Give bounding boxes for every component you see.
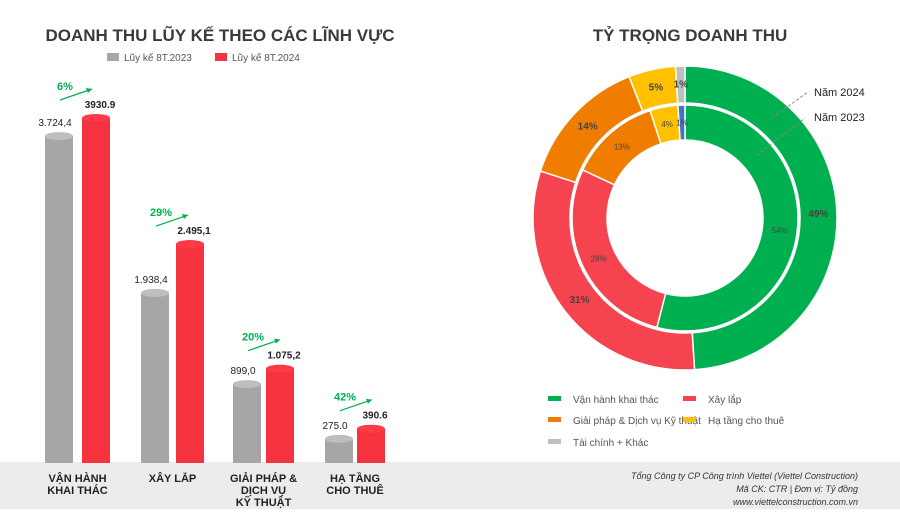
category-label: KHAI THÁC — [47, 484, 108, 497]
segment-label: 54% — [772, 226, 788, 235]
footer-band — [0, 462, 900, 509]
segment-label: 13% — [614, 142, 630, 151]
donut-segment — [677, 104, 686, 141]
legend-swatch — [683, 396, 696, 401]
bar-cap — [325, 434, 353, 443]
growth-label: 20% — [242, 332, 264, 344]
category-label: DỊCH VỤ — [241, 485, 286, 497]
legend-label: Hạ tầng cho thuê — [708, 415, 785, 427]
donut-segment — [684, 65, 838, 371]
data-label: 3930.9 — [85, 100, 116, 111]
growth-arrowhead — [274, 338, 280, 344]
legend-swatch — [683, 417, 696, 422]
segment-label: 5% — [649, 83, 664, 94]
data-label: 1.938,4 — [134, 275, 168, 286]
growth-arrowhead — [86, 88, 92, 93]
bar — [45, 136, 73, 463]
leader-line — [756, 117, 806, 156]
segment-label: 1% — [676, 119, 688, 128]
bar-cap — [266, 364, 294, 373]
segment-label: 31% — [570, 295, 590, 306]
legend-label: Lũy kế 8T.2024 — [232, 52, 300, 64]
series-label-2024: Năm 2024 — [814, 87, 865, 99]
bar — [141, 292, 169, 463]
legend-label: Tài chính + Khác — [573, 438, 648, 449]
legend-swatch — [548, 417, 561, 422]
legend-swatch — [107, 53, 119, 61]
data-label: 390.6 — [362, 411, 387, 422]
bar-cap — [141, 288, 169, 297]
data-label: 3.724,4 — [38, 118, 72, 129]
segment-label: 1% — [674, 80, 689, 91]
bar-cap — [357, 424, 385, 433]
footer-code: Mã CK: CTR | Đơn vị: Tỷ đồng — [736, 484, 858, 494]
segment-label: 49% — [808, 209, 828, 220]
growth-arrow — [247, 339, 281, 352]
category-label: HẠ TẦNG — [330, 472, 380, 485]
category-label: VẬN HÀNH — [48, 472, 106, 485]
growth-arrow — [339, 399, 373, 412]
legend-label: Lũy kế 8T.2023 — [124, 52, 192, 64]
bar — [233, 384, 261, 463]
legend-swatch — [548, 396, 561, 401]
bar — [82, 118, 110, 463]
segment-label: 4% — [661, 120, 673, 129]
bar-cap — [233, 380, 261, 389]
legend-label: Giải pháp & Dịch vụ Kỹ thuật — [573, 416, 701, 427]
category-label: KỸ THUẬT — [236, 496, 292, 509]
legend-label: Xây lắp — [708, 393, 742, 406]
legend-label: Vận hành khai thác — [573, 395, 659, 406]
data-label: 2.495,1 — [177, 226, 211, 237]
growth-arrow — [155, 214, 189, 227]
legend-swatch — [215, 53, 227, 61]
segment-label: 28% — [591, 255, 607, 264]
footer-company: Tổng Công ty CP Công trình Viettel (Viet… — [631, 471, 858, 481]
bar — [325, 438, 353, 463]
category-label: CHO THUÊ — [326, 484, 383, 497]
bar — [176, 244, 204, 463]
growth-arrow — [59, 88, 93, 101]
data-label: 899,0 — [230, 366, 255, 377]
growth-arrowhead — [182, 214, 188, 220]
series-label-2023: Năm 2023 — [814, 112, 865, 124]
data-label: 275.0 — [322, 421, 347, 432]
growth-arrowhead — [366, 398, 372, 404]
category-label: GIẢI PHÁP & — [230, 472, 297, 485]
bar-chart-title: DOANH THU LŨY KẾ THEO CÁC LĨNH VỰC — [45, 25, 394, 45]
category-label: XÂY LẮP — [149, 472, 196, 485]
growth-label: 42% — [334, 392, 356, 404]
donut-segment — [655, 104, 799, 332]
bar-cap — [176, 240, 204, 249]
bar-cap — [45, 132, 73, 141]
legend-swatch — [548, 439, 561, 444]
bar-cap — [82, 114, 110, 122]
growth-label: 6% — [57, 81, 73, 93]
bar — [357, 428, 385, 463]
segment-label: 14% — [578, 122, 598, 133]
footer-website: www.viettelconstruction.com.vn — [732, 497, 858, 507]
leader-line — [771, 91, 809, 119]
data-label: 1.075,2 — [267, 351, 301, 362]
growth-label: 29% — [150, 207, 172, 219]
donut-segment — [674, 65, 686, 105]
bar — [266, 368, 294, 463]
pie-chart-title: TỶ TRỌNG DOANH THU — [593, 26, 788, 45]
